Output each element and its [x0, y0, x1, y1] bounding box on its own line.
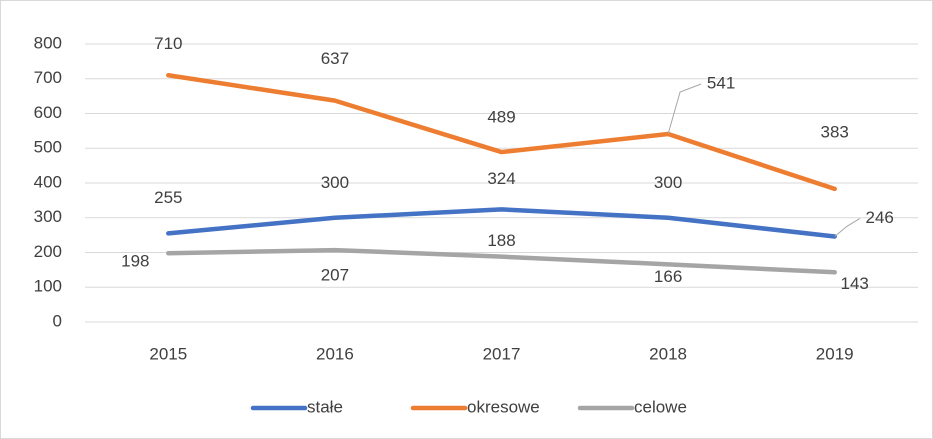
x-tick-label: 2015	[149, 344, 187, 363]
y-tick-label: 600	[34, 103, 62, 122]
data-label: 489	[487, 108, 515, 127]
y-tick-label: 100	[34, 277, 62, 296]
data-label: 188	[487, 231, 515, 250]
legend-label: stałe	[307, 397, 343, 416]
data-label: 246	[866, 208, 894, 227]
series-line	[166, 73, 837, 192]
series-line	[166, 247, 837, 275]
legend-label: celowe	[634, 397, 687, 416]
y-tick-label: 800	[34, 33, 62, 52]
legend-label: okresowe	[467, 397, 540, 416]
y-tick-label: 300	[34, 207, 62, 226]
data-label: 300	[321, 173, 349, 192]
data-label: 255	[154, 188, 182, 207]
x-tick-label: 2017	[483, 344, 521, 363]
leader-line	[667, 83, 702, 135]
y-tick-label: 200	[34, 242, 62, 261]
y-tick-label: 700	[34, 68, 62, 87]
data-label: 207	[321, 266, 349, 285]
x-tick-label: 2018	[649, 344, 687, 363]
data-label: 166	[654, 267, 682, 286]
y-tick-label: 0	[53, 311, 62, 330]
y-tick-label: 400	[34, 172, 62, 191]
data-label: 300	[654, 173, 682, 192]
data-label: 710	[154, 34, 182, 53]
data-label: 383	[821, 122, 849, 141]
data-label: 324	[487, 169, 515, 188]
leader-line	[834, 218, 860, 237]
x-tick-label: 2019	[816, 344, 854, 363]
series-line	[166, 207, 837, 239]
data-label: 198	[121, 252, 149, 271]
data-label: 541	[707, 73, 735, 92]
y-tick-label: 500	[34, 138, 62, 157]
x-tick-label: 2016	[316, 344, 354, 363]
data-label: 637	[321, 49, 349, 68]
data-label: 143	[841, 274, 869, 293]
